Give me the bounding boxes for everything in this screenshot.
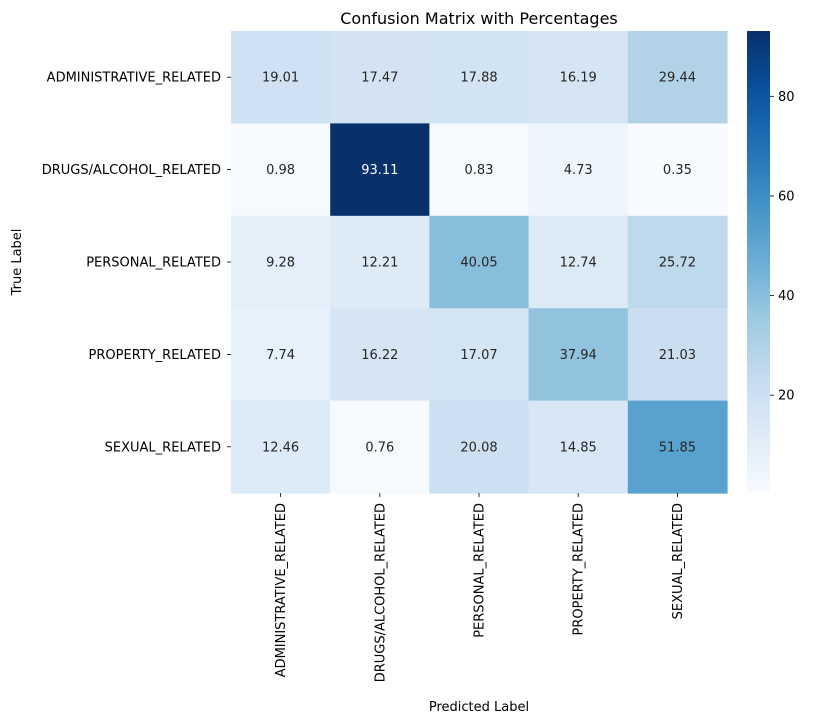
cell-label-r3-c3: 37.94 (560, 348, 597, 363)
heatmap-cell-r4-c3 (528, 400, 629, 494)
x-axis-ticks: ADMINISTRATIVE_RELATED DRUGS/ALCOHOL_RELA… (274, 493, 686, 682)
cell-label-r0-c3: 16.19 (560, 71, 597, 86)
x-tick-label: PERSONAL_RELATED (473, 503, 488, 638)
colorbar-ticks: 20 40 60 80 (770, 90, 795, 404)
heatmap-cell-r1-c4 (627, 123, 728, 217)
heatmap-cell-r3-c0 (231, 308, 331, 402)
cell-label-r3-c0: 7.74 (266, 348, 295, 363)
cell-label-r1-c1: 93.11 (361, 163, 398, 178)
cell-label-r0-c4: 29.44 (659, 71, 696, 86)
cell-label-r4-c1: 0.76 (365, 440, 394, 455)
heatmap-cell-r2-c3 (528, 215, 629, 309)
heatmap-cell-r0-c0 (231, 31, 331, 124)
heatmap-cell-r3-c2 (429, 308, 530, 402)
heatmap-cell-r3-c1 (330, 308, 430, 402)
colorbar-tick-label: 40 (778, 289, 795, 304)
y-axis-ticks: ADMINISTRATIVE_RELATED DRUGS/ALCOHOL_RELA… (42, 71, 231, 455)
heatmap-cell-r0-c1 (330, 31, 430, 124)
heatmap-cell-labels: 19.01 17.47 17.88 16.19 29.44 0.98 93.11 0.83 4.… (262, 71, 696, 456)
cell-label-r4-c3: 14.85 (560, 440, 597, 455)
cell-label-r3-c1: 16.22 (361, 348, 398, 363)
heatmap-cell-r2-c1 (330, 215, 430, 309)
x-tick-label: DRUGS/ALCOHOL_RELATED (373, 503, 388, 682)
heatmap-cell-r4-c4 (627, 400, 728, 494)
y-tick-label: PROPERTY_RELATED (89, 348, 221, 363)
heatmap-cell-r3-c3 (528, 308, 629, 402)
heatmap-cell-r2-c0 (231, 215, 331, 309)
colorbar-tick-label: 80 (778, 90, 795, 105)
cell-label-r2-c2: 40.05 (460, 256, 497, 271)
cell-label-r4-c0: 12.46 (262, 440, 299, 455)
x-tick-label: ADMINISTRATIVE_RELATED (274, 503, 289, 677)
x-tick-label: PROPERTY_RELATED (572, 503, 587, 635)
cell-label-r0-c0: 19.01 (262, 71, 299, 86)
cell-label-r4-c2: 20.08 (460, 440, 497, 455)
heatmap-cell-r2-c4 (627, 215, 728, 309)
heatmap-cell-r4-c1 (330, 400, 430, 494)
x-tick-label: SEXUAL_RELATED (671, 503, 686, 619)
heatmap-cell-r0-c3 (528, 31, 629, 124)
colorbar-tick-label: 20 (778, 389, 795, 404)
y-tick-label: ADMINISTRATIVE_RELATED (47, 71, 221, 86)
cell-label-r2-c3: 12.74 (560, 256, 597, 271)
cell-label-r0-c2: 17.88 (460, 71, 497, 86)
colorbar-tick-label: 60 (778, 189, 795, 204)
cell-label-r1-c4: 0.35 (663, 163, 692, 178)
cell-label-r3-c2: 17.07 (460, 348, 497, 363)
chart-title: Confusion Matrix with Percentages (340, 9, 618, 28)
cell-label-r1-c2: 0.83 (465, 163, 494, 178)
heatmap-cell-r2-c2 (429, 215, 530, 309)
cell-label-r2-c1: 12.21 (361, 256, 398, 271)
cell-label-r2-c0: 9.28 (266, 256, 295, 271)
colorbar-gradient (747, 31, 770, 493)
heatmap-cell-r1-c3 (528, 123, 629, 217)
heatmap-cell-r0-c2 (429, 31, 530, 124)
cell-label-r1-c3: 4.73 (564, 163, 593, 178)
heatmap-cell-r1-c0 (231, 123, 331, 217)
cell-label-r3-c4: 21.03 (659, 348, 696, 363)
heatmap-cells (231, 31, 728, 494)
cell-label-r1-c0: 0.98 (266, 163, 295, 178)
cell-label-r4-c4: 51.85 (659, 440, 696, 455)
y-tick-label: SEXUAL_RELATED (105, 440, 221, 455)
heatmap-cell-r1-c2 (429, 123, 530, 217)
y-tick-label: DRUGS/ALCOHOL_RELATED (42, 163, 221, 178)
heatmap-cell-r4-c2 (429, 400, 530, 494)
heatmap-cell-r4-c0 (231, 400, 331, 494)
colorbar (747, 31, 770, 493)
y-tick-label: PERSONAL_RELATED (86, 256, 221, 271)
x-axis-label: Predicted Label (429, 700, 529, 715)
cell-label-r0-c1: 17.47 (361, 71, 398, 86)
heatmap-cell-r3-c4 (627, 308, 728, 402)
cell-label-r2-c4: 25.72 (659, 256, 696, 271)
y-axis-label: True Label (10, 229, 25, 297)
heatmap-cell-r0-c4 (627, 31, 728, 124)
heatmap-cell-r1-c1 (330, 123, 430, 217)
